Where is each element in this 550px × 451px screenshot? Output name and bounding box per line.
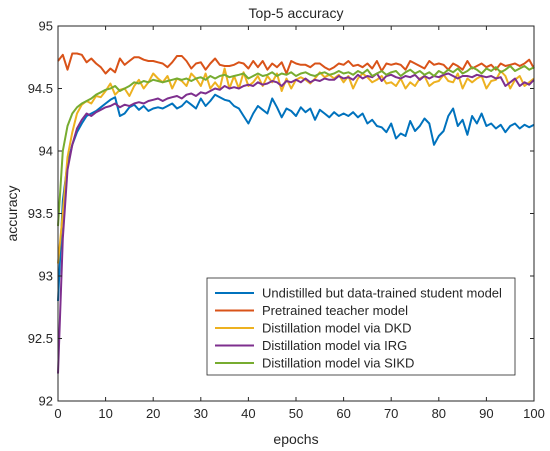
series-layer bbox=[57, 52, 535, 374]
y-axis: 92 92.5 93 93.5 94 94.5 95 bbox=[28, 19, 534, 409]
y-tick-label: 93.5 bbox=[28, 206, 53, 221]
legend: Undistilled but data-trained student mod… bbox=[206, 277, 516, 376]
x-tick-label: 70 bbox=[384, 406, 398, 421]
series-line-4 bbox=[57, 72, 535, 374]
series-line-2 bbox=[57, 52, 535, 75]
legend-box bbox=[206, 277, 516, 376]
y-tick-label: 94 bbox=[39, 144, 53, 159]
chart-title: Top-5 accuracy bbox=[249, 5, 344, 21]
legend-entry: Undistilled but data-trained student mod… bbox=[262, 286, 502, 301]
x-tick-label: 60 bbox=[336, 406, 350, 421]
y-tick-label: 92 bbox=[39, 394, 53, 409]
legend-entry: Pretrained teacher model bbox=[262, 303, 408, 318]
y-tick-label: 93 bbox=[39, 269, 53, 284]
legend-entry: Distillation model via IRG bbox=[262, 338, 407, 353]
x-tick-label: 50 bbox=[289, 406, 303, 421]
series-line-1 bbox=[57, 93, 535, 302]
y-tick-label: 95 bbox=[39, 19, 53, 34]
x-tick-label: 20 bbox=[146, 406, 160, 421]
x-tick-label: 90 bbox=[479, 406, 493, 421]
x-axis-label: epochs bbox=[273, 431, 318, 447]
y-axis-label: accuracy bbox=[4, 185, 20, 241]
legend-entry: Distillation model via DKD bbox=[262, 321, 412, 336]
x-tick-label: 10 bbox=[98, 406, 112, 421]
x-tick-label: 80 bbox=[432, 406, 446, 421]
y-tick-label: 94.5 bbox=[28, 81, 53, 96]
x-axis: 0 10 20 30 40 50 60 70 80 90 100 bbox=[54, 26, 545, 421]
x-tick-label: 100 bbox=[523, 406, 545, 421]
x-tick-label: 40 bbox=[241, 406, 255, 421]
x-tick-label: 30 bbox=[194, 406, 208, 421]
series-line-5 bbox=[57, 65, 535, 227]
x-tick-label: 0 bbox=[54, 406, 61, 421]
legend-entry: Distillation model via SIKD bbox=[262, 356, 414, 371]
y-tick-label: 92.5 bbox=[28, 331, 53, 346]
